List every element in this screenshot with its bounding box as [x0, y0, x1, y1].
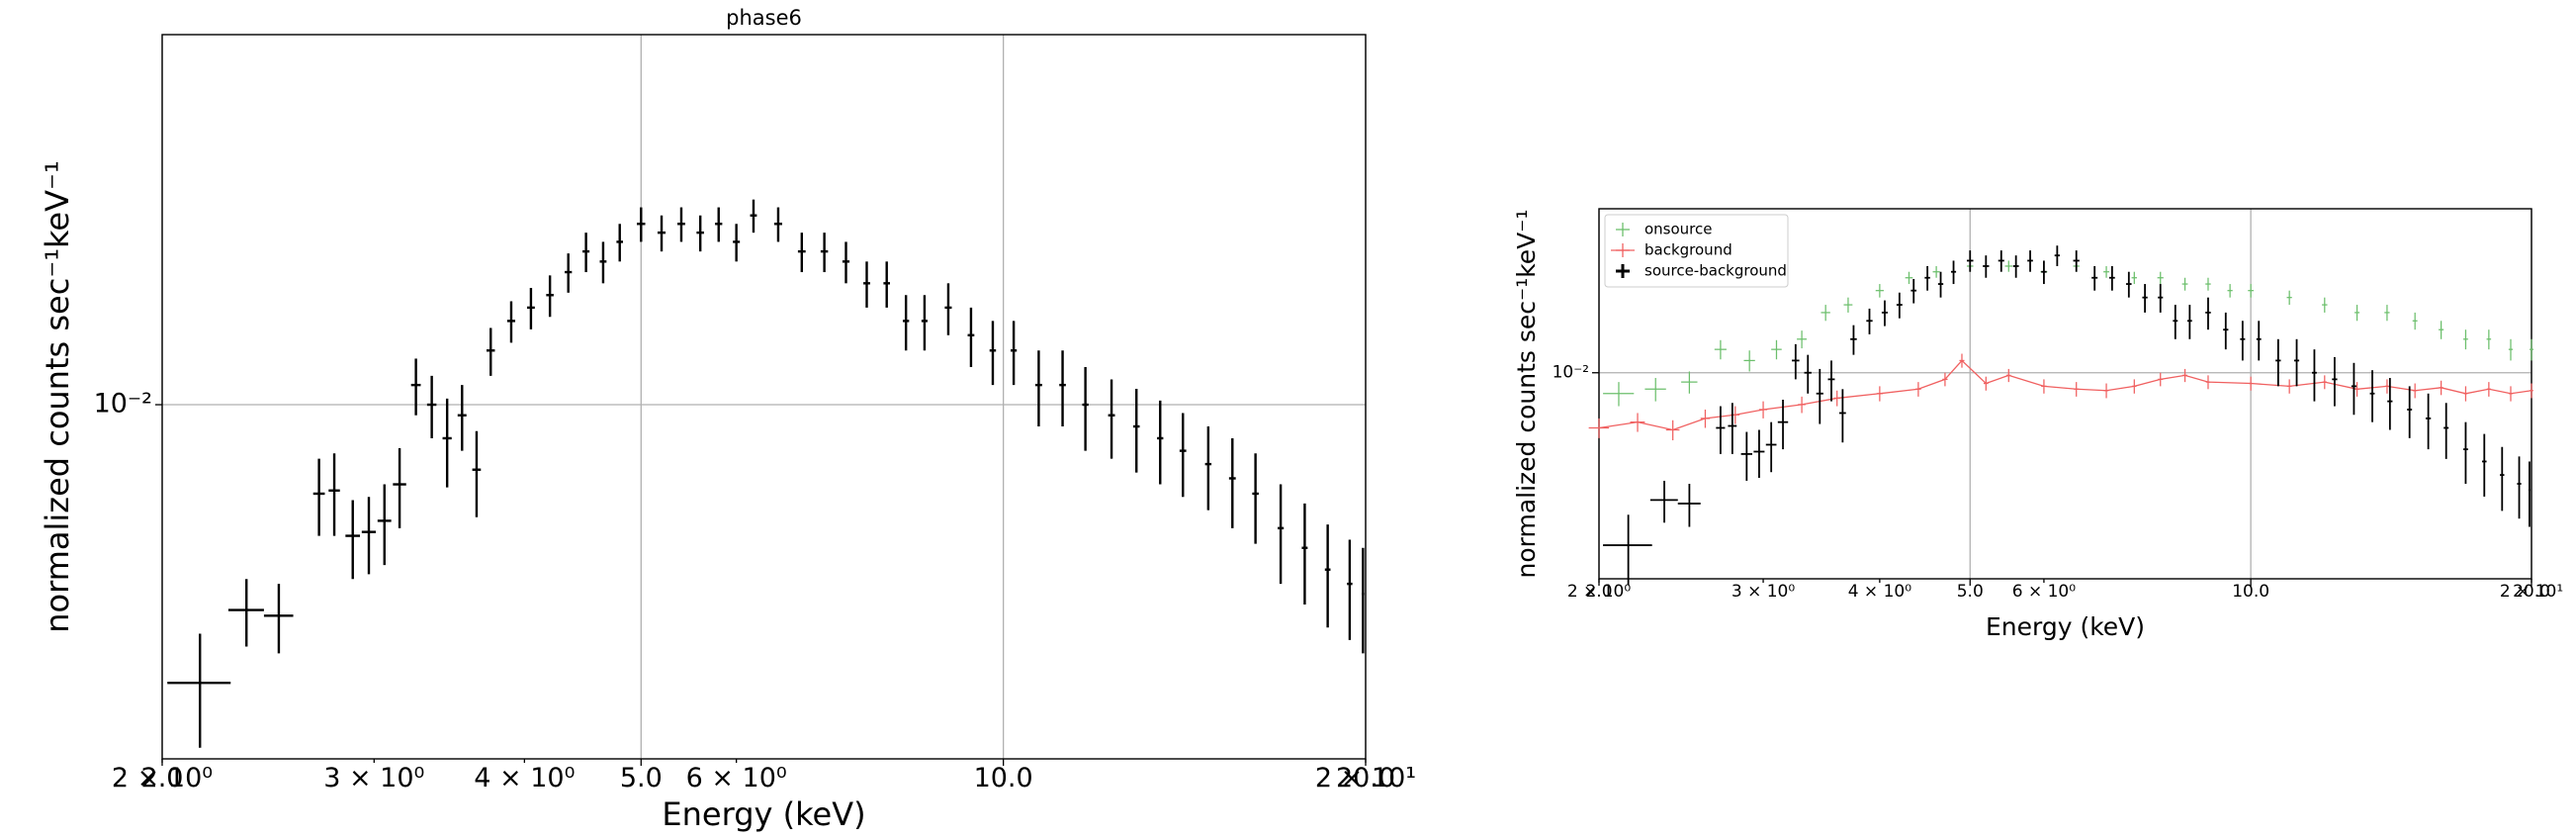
x-tick-label: 4 × 10⁰: [474, 763, 575, 793]
x-axis-label: Energy (keV): [1986, 612, 2145, 641]
x-tick-label: 5.0: [1957, 582, 1984, 602]
x-tick-label: 2 × 10⁰: [1567, 582, 1631, 602]
x-tick-label: 4 × 10⁰: [1848, 582, 1911, 602]
legend-label: onsource: [1644, 221, 1713, 238]
x-tick-label: 2 × 10⁰: [112, 763, 213, 793]
x-tick-label: 10.0: [974, 763, 1033, 793]
x-tick-label: 20.0: [2513, 582, 2550, 602]
x-tick-label: 20.0: [1336, 763, 1395, 793]
y-axis-label: normalized counts sec⁻¹keV⁻¹: [39, 160, 76, 632]
y-axis-label: normalized counts sec⁻¹keV⁻¹: [1512, 209, 1541, 578]
x-tick-label: 2 × 10¹: [1315, 763, 1416, 793]
x-tick-label: 2.0: [1585, 582, 1612, 602]
x-tick-label: 3 × 10⁰: [323, 763, 424, 793]
x-tick-label: 2 × 10¹: [2500, 582, 2563, 602]
legend-label: source-background: [1644, 262, 1787, 280]
y-tick-label: 10⁻²: [94, 389, 152, 420]
legend-box: [1604, 214, 1789, 288]
legend-label: background: [1644, 241, 1732, 259]
x-tick-label: 10.0: [2232, 582, 2269, 602]
x-axis-label: Energy (keV): [662, 795, 865, 833]
y-tick-label: 10⁻²: [1553, 363, 1589, 383]
chart-title: phase6: [726, 6, 802, 30]
x-tick-label: 3 × 10⁰: [1732, 582, 1795, 602]
axes-frame: [161, 34, 1367, 760]
x-tick-label: 2.0: [141, 763, 184, 793]
series-line: [1598, 359, 2532, 431]
x-tick-label: 5.0: [620, 763, 663, 793]
x-tick-label: 6 × 10⁰: [2012, 582, 2076, 602]
x-tick-label: 6 × 10⁰: [686, 763, 787, 793]
